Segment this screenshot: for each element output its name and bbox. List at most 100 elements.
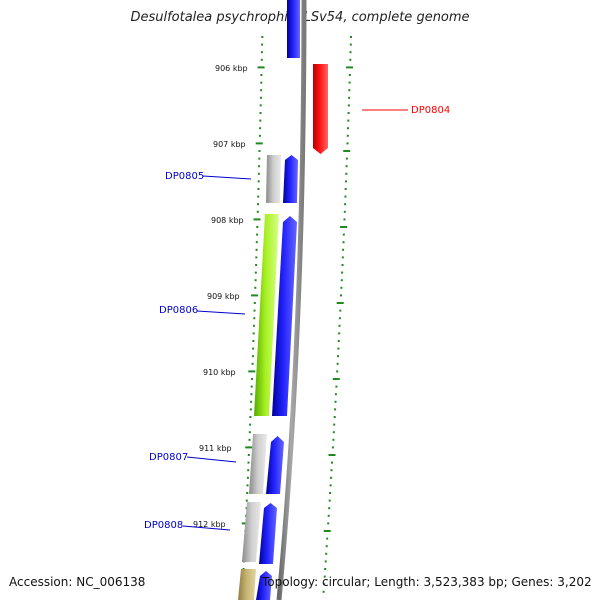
- minor-tick: [348, 81, 351, 84]
- minor-tick: [246, 492, 249, 494]
- major-tick: [328, 454, 336, 456]
- minor-tick: [333, 423, 336, 426]
- kbp-label: 907 kbp: [213, 140, 246, 149]
- minor-tick: [337, 347, 340, 350]
- minor-tick: [250, 400, 253, 403]
- green-feature-dp0806[interactable]: [254, 214, 279, 416]
- leader-dp0807: [186, 456, 237, 463]
- minor-tick: [348, 89, 351, 92]
- gene-label-dp0804[interactable]: DP0804: [411, 105, 450, 116]
- minor-tick: [347, 119, 350, 122]
- minor-tick: [344, 188, 347, 190]
- major-tick: [257, 66, 265, 69]
- topology-label: Topology: circular; Length: 3,523,383 bp…: [262, 575, 592, 589]
- minor-tick: [255, 241, 258, 244]
- major-tick: [346, 66, 354, 69]
- minor-tick: [333, 416, 336, 418]
- minor-tick: [327, 514, 330, 517]
- minor-tick: [261, 43, 264, 46]
- minor-tick: [247, 454, 250, 456]
- minor-tick: [328, 499, 331, 502]
- minor-tick: [330, 476, 333, 479]
- minor-tick: [324, 560, 327, 563]
- gene-dp0804[interactable]: [313, 64, 328, 154]
- minor-tick: [258, 165, 261, 168]
- minor-tick: [247, 469, 250, 472]
- minor-tick: [257, 172, 260, 175]
- accession-label: Accession: NC_006138: [9, 575, 146, 589]
- cds-forward-bottom[interactable]: [256, 571, 272, 600]
- major-tick: [332, 378, 340, 380]
- minor-tick: [347, 127, 349, 130]
- minor-tick: [261, 36, 264, 38]
- gene-dp0805[interactable]: [283, 155, 298, 203]
- gene-labels: DP0804 DP0805 DP0806 DP0807 DP0808: [144, 105, 450, 531]
- minor-tick: [257, 180, 260, 183]
- minor-tick: [345, 180, 347, 183]
- minor-tick: [338, 324, 341, 327]
- minor-tick: [255, 248, 258, 251]
- minor-tick: [325, 545, 328, 548]
- kbp-label: 911 kbp: [199, 444, 232, 453]
- minor-tick: [340, 294, 342, 297]
- gene-label-dp0805[interactable]: DP0805: [165, 171, 204, 182]
- minor-tick: [344, 195, 347, 198]
- minor-tick: [346, 142, 349, 145]
- major-tick: [248, 370, 256, 373]
- kbp-label: 912 kbp: [193, 520, 226, 529]
- kbp-label: 908 kbp: [211, 216, 244, 225]
- minor-tick: [248, 431, 251, 434]
- leader-dp0806: [196, 310, 246, 315]
- gene-label-dp0806[interactable]: DP0806: [159, 305, 198, 316]
- minor-tick: [336, 362, 339, 365]
- minor-tick: [348, 74, 351, 76]
- gray-feature-dp0807[interactable]: [249, 434, 267, 494]
- olive-feature-bottom[interactable]: [238, 569, 256, 600]
- gene-label-dp0808[interactable]: DP0808: [144, 520, 183, 531]
- major-tick: [323, 530, 331, 532]
- minor-tick: [341, 256, 344, 259]
- minor-tick: [253, 324, 255, 327]
- cds-forward-top[interactable]: [287, 0, 300, 58]
- minor-tick: [249, 423, 252, 426]
- minor-tick: [338, 317, 341, 320]
- major-tick: [255, 142, 263, 145]
- minor-tick: [246, 484, 249, 487]
- gene-dp0806[interactable]: [272, 216, 297, 416]
- minor-tick: [349, 43, 352, 46]
- minor-tick: [341, 271, 344, 274]
- gene-dp0808[interactable]: [259, 503, 277, 564]
- minor-tick: [342, 248, 345, 251]
- minor-tick: [251, 362, 254, 365]
- minor-tick: [257, 195, 260, 198]
- minor-tick: [337, 340, 340, 342]
- minor-tick: [326, 537, 329, 540]
- minor-tick: [253, 302, 256, 304]
- leader-dp0805: [202, 175, 252, 180]
- gene-dp0807[interactable]: [266, 436, 284, 494]
- major-tick: [245, 446, 253, 449]
- minor-tick: [340, 279, 343, 282]
- gray-feature-dp0808[interactable]: [242, 502, 261, 562]
- minor-tick: [254, 286, 257, 289]
- minor-tick: [350, 36, 352, 38]
- minor-tick: [247, 461, 250, 464]
- minor-tick: [258, 134, 261, 137]
- minor-tick: [329, 484, 332, 487]
- minor-tick: [254, 279, 257, 282]
- minor-tick: [259, 119, 262, 122]
- minor-tick: [332, 438, 335, 441]
- minor-tick: [249, 408, 252, 411]
- gray-feature-dp0805[interactable]: [266, 155, 281, 203]
- minor-tick: [252, 340, 255, 342]
- minor-tick: [327, 522, 330, 525]
- minor-tick: [259, 112, 262, 114]
- minor-tick: [323, 575, 326, 578]
- minor-tick: [344, 203, 347, 206]
- minor-tick: [252, 332, 255, 335]
- minor-tick: [346, 134, 349, 137]
- minor-tick: [336, 370, 339, 373]
- minor-tick: [253, 309, 256, 312]
- gene-label-dp0807[interactable]: DP0807: [149, 452, 188, 463]
